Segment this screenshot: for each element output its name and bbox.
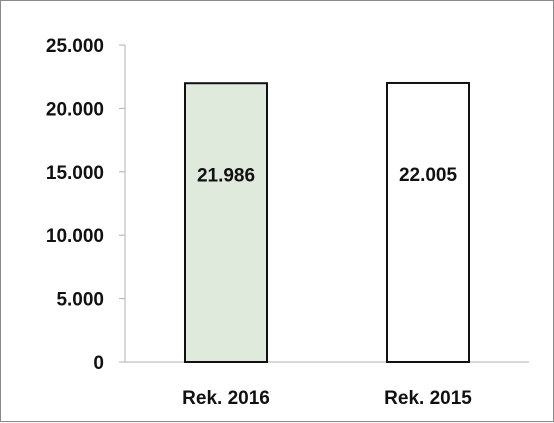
y-tick-label: 15.000 <box>46 163 104 184</box>
y-tick-label: 25.000 <box>46 36 104 57</box>
y-tick-label: 5.000 <box>56 290 104 311</box>
bar <box>185 83 267 362</box>
y-axis-ticks: 0 5.000 10.000 15.000 20.000 25.000 <box>46 36 125 374</box>
y-tick-label: 10.000 <box>46 226 104 247</box>
x-category-label: Rek. 2016 <box>182 388 270 409</box>
x-category-label: Rek. 2015 <box>384 388 472 409</box>
y-tick-label: 0 <box>93 353 104 374</box>
bars <box>185 83 469 362</box>
data-label: 21.986 <box>197 165 255 186</box>
y-tick-label: 20.000 <box>46 99 104 120</box>
data-label: 22.005 <box>399 165 458 186</box>
bar <box>387 83 469 362</box>
